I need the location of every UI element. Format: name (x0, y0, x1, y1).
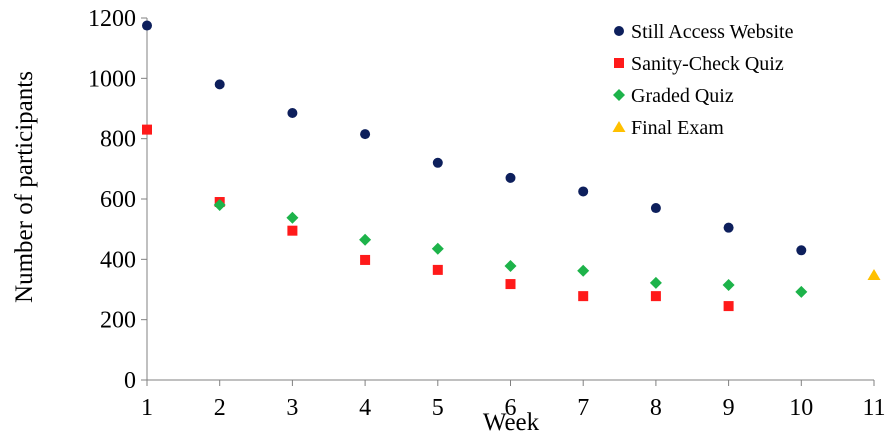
legend: Still Access Website Sanity-Check Quiz Gra… (612, 21, 794, 139)
still-access-website-point (650, 203, 661, 214)
legend-marker-final-exam (612, 121, 626, 132)
sanity-check-quiz-point (650, 291, 661, 302)
graded-quiz-point (649, 276, 662, 289)
x-tick-label: 2 (214, 395, 226, 421)
x-tick-label: 7 (577, 395, 589, 421)
sanity-check-quiz-point (360, 254, 371, 265)
still-access-website-point (578, 186, 589, 197)
x-tick-label: 4 (359, 395, 371, 421)
x-tick-label: 3 (286, 395, 298, 421)
legend-marker-graded-quiz (613, 89, 625, 101)
still-access-website-point (505, 172, 516, 183)
x-tick-label: 11 (862, 395, 885, 421)
sanity-check-quiz-point (142, 124, 152, 135)
sanity-check-quiz-point (723, 301, 734, 312)
still-access-website-point (214, 79, 225, 90)
graded-quiz-point (722, 278, 735, 291)
y-tick-label: 600 (100, 187, 136, 213)
sanity-check-quiz-point (505, 279, 516, 290)
y-tick-label: 0 (124, 368, 136, 394)
x-axis-title: Week (483, 409, 540, 436)
y-tick-label: 800 (100, 127, 136, 153)
x-tick-label: 1 (141, 395, 153, 421)
legend-marker-sanity-check-quiz (614, 58, 624, 68)
x-axis-ticks: 1 2 3 4 5 6 7 8 9 10 11 (141, 380, 886, 421)
graded-quiz-point (577, 264, 590, 277)
data-points (142, 20, 881, 312)
legend-label-sanity-check-quiz: Sanity-Check Quiz (631, 53, 784, 75)
y-tick-label: 400 (100, 247, 136, 273)
graded-quiz-point (504, 259, 517, 272)
graded-quiz-point (795, 285, 808, 298)
y-tick-label: 1000 (88, 66, 136, 92)
x-tick-label: 8 (650, 395, 662, 421)
y-axis-ticks: 0 200 400 600 800 1000 1200 (88, 6, 147, 394)
sanity-check-quiz-point (578, 291, 589, 302)
sanity-check-quiz-point (287, 225, 298, 236)
legend-label-graded-quiz: Graded Quiz (631, 85, 734, 107)
still-access-website-point (432, 157, 443, 168)
graded-quiz-point (286, 211, 299, 224)
legend-marker-still-access-website (614, 26, 624, 36)
sanity-check-quiz-point (432, 264, 443, 275)
final-exam-point (867, 269, 881, 281)
x-tick-label: 6 (505, 395, 517, 421)
legend-label-final-exam: Final Exam (631, 117, 724, 139)
graded-quiz-point (359, 233, 372, 246)
x-tick-label: 9 (723, 395, 735, 421)
graded-quiz-point (213, 199, 226, 212)
y-tick-label: 1200 (88, 6, 136, 32)
still-access-website-point (142, 20, 152, 31)
x-tick-label: 5 (432, 395, 444, 421)
y-tick-label: 200 (100, 308, 136, 334)
still-access-website-point (796, 245, 807, 256)
still-access-website-point (287, 108, 298, 119)
still-access-website-point (360, 129, 371, 140)
graded-quiz-point (431, 242, 444, 255)
legend-label-still-access-website: Still Access Website (631, 21, 794, 43)
y-axis-title: Number of participants (11, 71, 38, 303)
x-tick-label: 10 (789, 395, 813, 421)
still-access-website-point (723, 222, 734, 233)
